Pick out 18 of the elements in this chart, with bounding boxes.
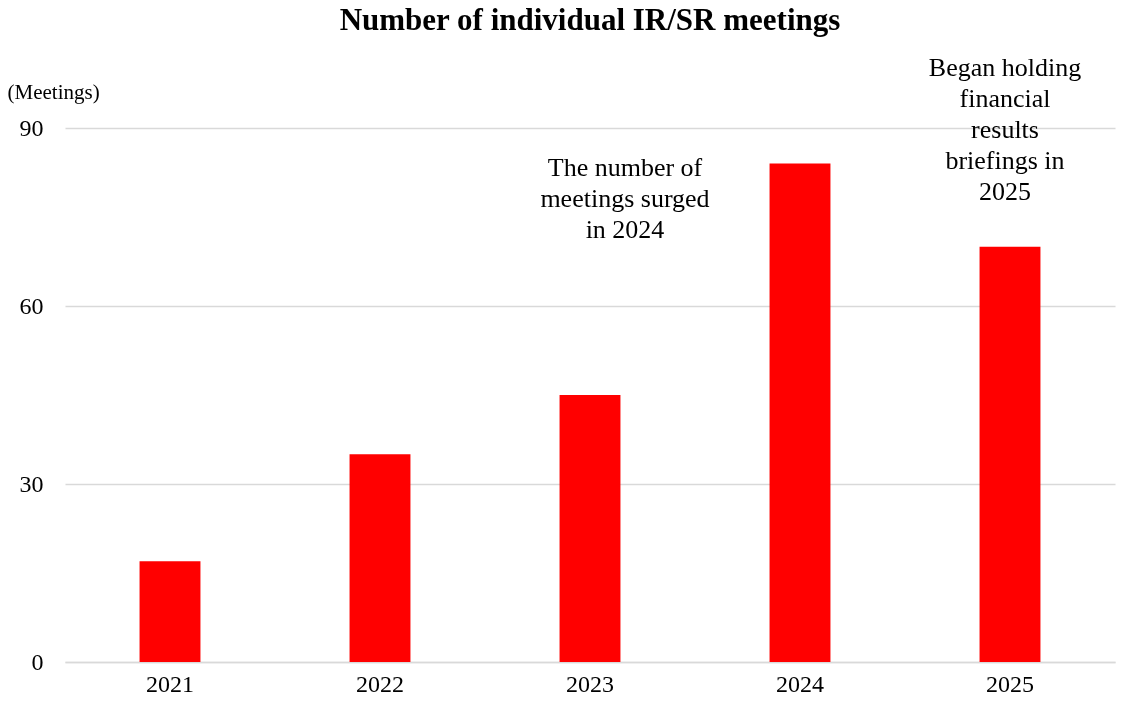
y-axis-title: (Meetings) <box>7 79 100 104</box>
bar <box>979 246 1041 662</box>
y-tick-label: 90 <box>19 114 44 141</box>
y-tick-label: 30 <box>19 470 44 497</box>
bar <box>769 163 831 662</box>
annotation: The number of meetings surged in 2024 <box>540 153 710 244</box>
bar <box>139 561 201 662</box>
y-tick-label: 0 <box>31 648 44 675</box>
chart-title: Number of individual IR/SR meetings <box>339 2 841 37</box>
y-tick-label: 60 <box>19 292 44 319</box>
x-tick-label: 2024 <box>776 670 824 697</box>
bar <box>559 395 621 662</box>
x-tick-label: 2021 <box>146 670 194 697</box>
x-tick-label: 2022 <box>356 670 404 697</box>
x-tick-label: 2023 <box>566 670 614 697</box>
bar <box>349 454 411 662</box>
x-tick-label: 2025 <box>986 670 1034 697</box>
annotation: Began holding financial results briefings in 2025 <box>928 53 1082 206</box>
